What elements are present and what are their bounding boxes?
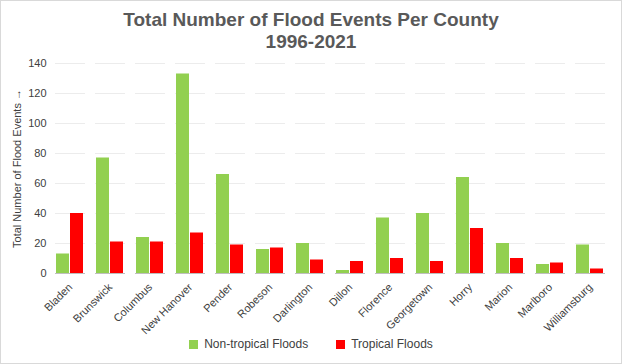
svg-text:New Hanover: New Hanover bbox=[139, 281, 195, 335]
svg-text:0: 0 bbox=[40, 267, 46, 279]
html-text:1996-2021: 1996-2021 bbox=[265, 31, 357, 52]
svg-text:140: 140 bbox=[28, 57, 46, 69]
svg-text:Total Number of Flood Events →: Total Number of Flood Events → bbox=[11, 89, 23, 248]
svg-text:Georgetown: Georgetown bbox=[384, 281, 435, 332]
svg-text:Brunswick: Brunswick bbox=[70, 280, 114, 324]
svg-text:20: 20 bbox=[34, 237, 46, 249]
html-text:Total Number of Flood Events P: Total Number of Flood Events Per County bbox=[123, 9, 499, 30]
svg-text:100: 100 bbox=[28, 117, 46, 129]
svg-text:40: 40 bbox=[34, 207, 46, 219]
html-text:Non-tropical Floods: Non-tropical Floods bbox=[204, 337, 309, 351]
svg-text:Williamsburg: Williamsburg bbox=[541, 281, 594, 334]
svg-text:Florence: Florence bbox=[356, 281, 395, 320]
svg-text:Marion: Marion bbox=[482, 281, 514, 313]
svg-text:Pender: Pender bbox=[201, 281, 235, 315]
svg-text:Robeson: Robeson bbox=[235, 281, 275, 321]
svg-text:80: 80 bbox=[34, 147, 46, 159]
html-text:Tropical Floods: Tropical Floods bbox=[351, 337, 433, 351]
svg-text:120: 120 bbox=[28, 87, 46, 99]
svg-text:Marlboro: Marlboro bbox=[515, 281, 554, 320]
svg-text:Columbus: Columbus bbox=[110, 280, 155, 325]
svg-text:60: 60 bbox=[34, 177, 46, 189]
svg-text:Dillon: Dillon bbox=[326, 281, 354, 309]
svg-text:Darlington: Darlington bbox=[270, 281, 314, 325]
svg-text:Bladen: Bladen bbox=[42, 281, 75, 314]
svg-text:Horry: Horry bbox=[447, 280, 475, 308]
